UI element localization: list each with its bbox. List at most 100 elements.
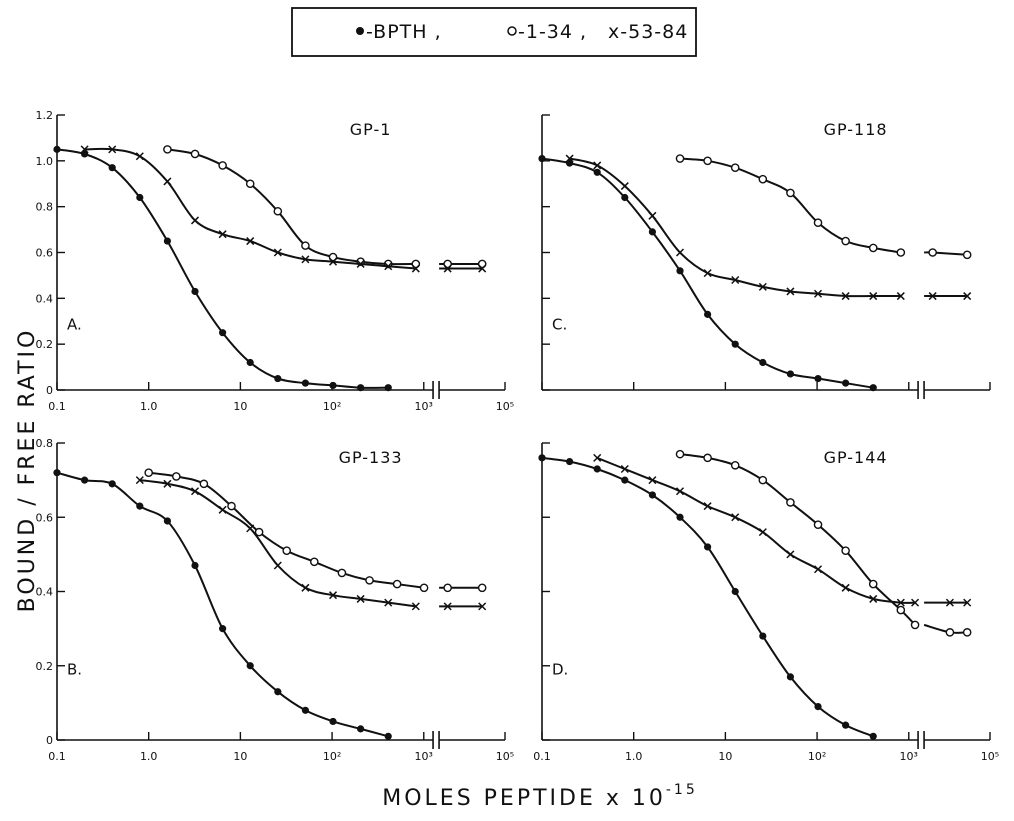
series-bpth bbox=[538, 454, 877, 740]
data-point bbox=[190, 487, 200, 496]
cross-stroke bbox=[80, 145, 89, 154]
cross-stroke bbox=[301, 255, 310, 264]
panel-letter: C. bbox=[552, 316, 567, 334]
cross-stroke bbox=[731, 275, 740, 285]
series-1-34-line bbox=[923, 623, 968, 634]
data-point bbox=[566, 457, 574, 466]
data-point bbox=[759, 358, 767, 367]
cross-stroke bbox=[896, 598, 905, 607]
cross-stroke bbox=[246, 524, 255, 533]
data-point bbox=[411, 602, 420, 611]
data-point bbox=[911, 598, 920, 607]
series-1-34-line bbox=[679, 157, 901, 254]
cross-stroke bbox=[163, 177, 172, 186]
data-point bbox=[813, 289, 823, 298]
data-point bbox=[80, 145, 89, 154]
cross-stroke bbox=[896, 292, 905, 301]
cross-stroke bbox=[443, 602, 452, 611]
data-point bbox=[274, 688, 282, 696]
series-1-34-line bbox=[679, 453, 916, 626]
x-tick-label: 0.1 bbox=[48, 400, 66, 413]
data-point bbox=[392, 579, 402, 589]
cross-stroke bbox=[108, 145, 117, 154]
data-point bbox=[730, 460, 740, 470]
data-point bbox=[301, 583, 310, 592]
data-point bbox=[538, 154, 546, 163]
x-tick-label: 1.0 bbox=[625, 750, 643, 763]
cross-stroke bbox=[328, 257, 338, 266]
data-point bbox=[841, 583, 850, 592]
x-tick-label: 10⁵ bbox=[496, 400, 514, 413]
cross-stroke bbox=[593, 453, 602, 462]
data-point bbox=[841, 546, 850, 555]
x-tick-label: 10⁵ bbox=[981, 750, 999, 763]
x-axis-label-exponent: -15 bbox=[666, 782, 698, 798]
data-point bbox=[108, 145, 117, 154]
data-point bbox=[108, 164, 116, 172]
data-point bbox=[538, 454, 546, 462]
data-point bbox=[218, 161, 227, 170]
data-point bbox=[246, 662, 254, 670]
data-point bbox=[962, 250, 972, 260]
series-bpth bbox=[538, 154, 877, 392]
data-point bbox=[199, 479, 209, 489]
data-point bbox=[163, 237, 172, 245]
panel-gp-1: 0 0.2 0.4 0.6 0.8 1.0 1.2 0.1 1.0 10 10² 10³ 10⁵ GP-1… bbox=[36, 109, 515, 413]
panel-letter: A. bbox=[67, 316, 82, 334]
series-53-84 bbox=[565, 154, 972, 301]
data-point bbox=[869, 594, 878, 603]
legend-1-34-marker bbox=[507, 26, 517, 36]
data-point bbox=[731, 513, 740, 522]
series-1-34-line bbox=[167, 148, 416, 266]
data-point bbox=[758, 282, 767, 291]
cross-stroke bbox=[963, 598, 972, 607]
y-tick-label: 0.6 bbox=[36, 247, 54, 260]
data-point bbox=[246, 358, 254, 367]
cross-stroke bbox=[758, 528, 767, 537]
y-tick-label: 0.2 bbox=[36, 660, 54, 673]
series-1-34 bbox=[675, 449, 972, 637]
panel-gp-133: 0 0.2 0.4 0.6 0.8 0.1 1.0 10 10² 10³ 10⁵ GP-133 B. bbox=[36, 437, 515, 763]
data-point bbox=[53, 145, 61, 153]
cross-stroke bbox=[786, 287, 795, 296]
data-point bbox=[384, 732, 392, 740]
data-point bbox=[648, 491, 657, 499]
data-point bbox=[841, 292, 850, 301]
cross-stroke bbox=[328, 591, 338, 600]
cross-stroke bbox=[411, 264, 420, 273]
data-point bbox=[593, 161, 602, 170]
data-point bbox=[648, 228, 657, 236]
data-point bbox=[896, 605, 906, 615]
data-point bbox=[301, 379, 310, 387]
y-tick-label: 0.8 bbox=[36, 437, 54, 450]
x-tick-label: 10³ bbox=[900, 750, 918, 763]
data-point bbox=[135, 476, 144, 485]
data-point bbox=[813, 565, 823, 574]
cross-stroke bbox=[273, 561, 282, 570]
y-axis-label: BOUND / FREE RATIO bbox=[15, 328, 40, 613]
data-point bbox=[191, 287, 199, 296]
data-point bbox=[246, 237, 255, 246]
series-53-84 bbox=[80, 145, 487, 273]
data-point bbox=[842, 379, 850, 387]
data-point bbox=[703, 269, 712, 278]
data-point bbox=[565, 154, 574, 163]
data-point bbox=[274, 374, 282, 383]
x-tick-label: 1.0 bbox=[140, 750, 158, 763]
data-point bbox=[357, 384, 365, 392]
data-point bbox=[758, 528, 767, 537]
series-53-84-line bbox=[569, 157, 901, 298]
x-tick-label: 1.0 bbox=[140, 400, 158, 413]
data-point bbox=[365, 576, 374, 585]
data-point bbox=[329, 717, 337, 726]
data-point bbox=[786, 370, 795, 378]
data-point bbox=[703, 453, 712, 463]
data-point bbox=[443, 583, 452, 593]
cross-stroke bbox=[478, 602, 487, 611]
cross-stroke bbox=[813, 289, 823, 298]
data-point bbox=[163, 517, 172, 525]
data-point bbox=[246, 524, 255, 533]
cross-stroke bbox=[135, 152, 144, 161]
data-point bbox=[443, 602, 452, 611]
cross-stroke bbox=[246, 237, 255, 246]
